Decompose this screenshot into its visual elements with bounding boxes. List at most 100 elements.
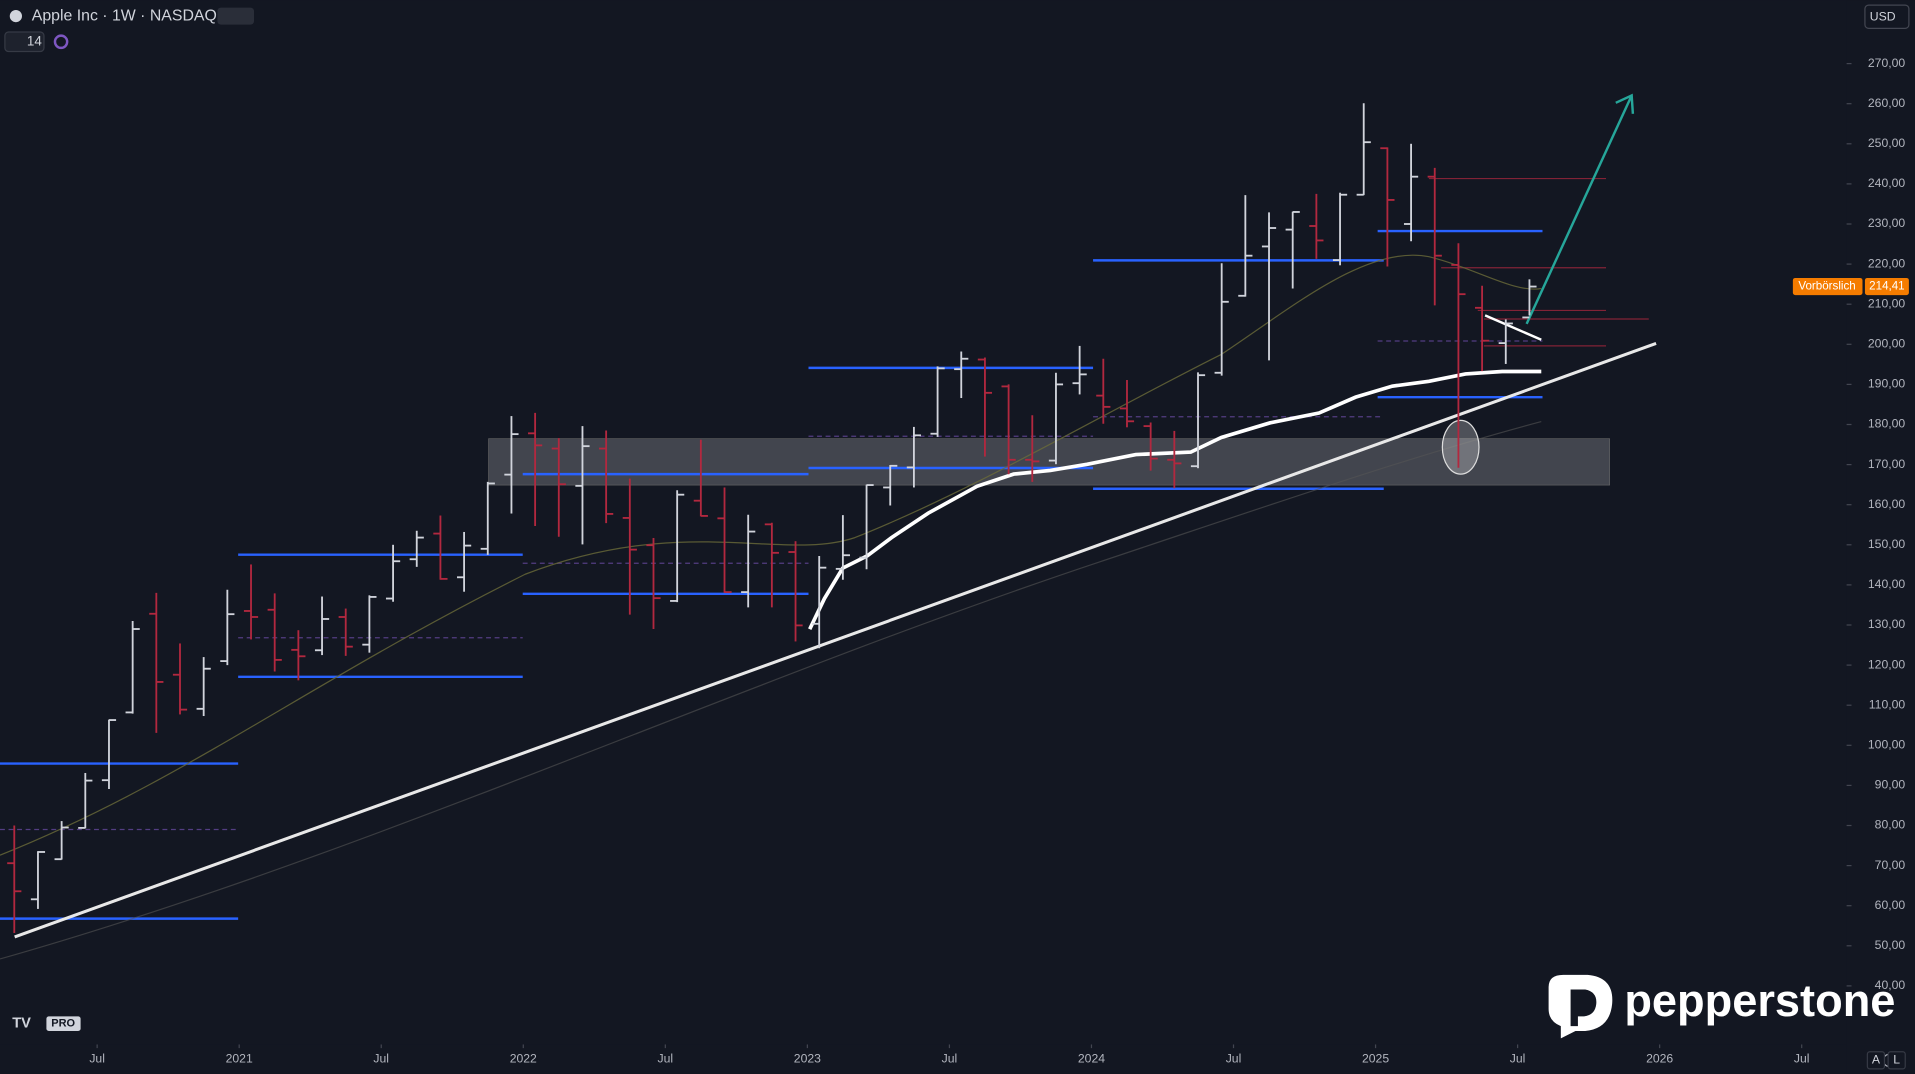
ohlc-bar (1190, 372, 1206, 469)
ohlc-bar (1025, 415, 1040, 482)
currency-label: USD (1870, 10, 1896, 24)
ohlc-bar (788, 541, 803, 642)
y-tick-label: 80,00 (1875, 818, 1906, 832)
svg-text:PRO: PRO (51, 1018, 75, 1030)
y-tick-label: 210,00 (1868, 296, 1906, 310)
pattern-line (1484, 314, 1542, 341)
ohlc-bar (1427, 167, 1442, 306)
x-tick-label: 2023 (794, 1051, 821, 1065)
ohlc-bar (149, 592, 164, 733)
y-tick-label: 150,00 (1868, 537, 1906, 551)
indicator-count: 14 (27, 33, 42, 48)
ohlc-bar (599, 430, 614, 524)
ohlc-bar (1167, 430, 1182, 489)
y-tick-label: 60,00 (1875, 898, 1906, 912)
y-tick-label: 130,00 (1868, 617, 1906, 631)
x-tick-label: Jul (89, 1051, 105, 1065)
y-tick-label: 70,00 (1875, 858, 1906, 872)
y-tick-label: 270,00 (1868, 56, 1906, 70)
ohlc-bar (1309, 193, 1324, 259)
indicator-toggle[interactable] (4, 31, 45, 53)
watermark: pepperstone (1624, 975, 1895, 1026)
scale-button[interactable] (1887, 1051, 1906, 1070)
ohlc-bar (693, 439, 708, 517)
ohlc-bar (433, 515, 448, 580)
status-icons[interactable] (217, 7, 255, 25)
ohlc-bar (1001, 384, 1016, 475)
highlight-ellipse (1441, 419, 1480, 475)
y-tick-label: 40,00 (1875, 978, 1906, 992)
ohlc-bar (7, 825, 22, 933)
x-tick-label: 2021 (226, 1051, 253, 1065)
y-tick-label: 140,00 (1868, 577, 1906, 591)
y-tick-label: 230,00 (1868, 216, 1906, 230)
ohlc-bar (930, 366, 945, 437)
ohlc-bar (575, 426, 590, 545)
ohlc-bar (883, 464, 898, 506)
y-tick-label: 170,00 (1868, 457, 1906, 471)
tradingview-logo: TV PRO (12, 1016, 81, 1032)
y-tick-label: 220,00 (1868, 256, 1906, 270)
ohlc-bar (1522, 279, 1537, 319)
ohlc-bar (480, 481, 495, 555)
ohlc-bar (859, 484, 874, 570)
scale-button-label: L (1893, 1053, 1900, 1067)
zone-box (488, 438, 1610, 486)
price-tag-name-box (1792, 277, 1863, 296)
ohlc-bar (764, 522, 779, 608)
x-axis-band (0, 1044, 1915, 1074)
y-tick-label: 190,00 (1868, 377, 1906, 391)
price-tag-label: 214,41 (1869, 280, 1904, 293)
ohlc-bar (977, 357, 993, 457)
ohlc-bar (622, 478, 637, 615)
ohlc-bar (1380, 147, 1395, 267)
ohlc-bar (1474, 285, 1490, 372)
x-tick-label: Jul (942, 1051, 958, 1065)
y-tick-label: 50,00 (1875, 938, 1906, 952)
ohlc-bar (1214, 263, 1229, 376)
x-tick-label: Jul (1510, 1051, 1526, 1065)
ohlc-bar (646, 537, 661, 630)
ohlc-bar (101, 719, 117, 790)
y-tick-label: 180,00 (1868, 417, 1906, 431)
ohlc-bar (1048, 372, 1064, 465)
fast-average (0, 254, 1542, 856)
ohlc-bar (385, 544, 401, 602)
x-tick-label: 2024 (1078, 1051, 1105, 1065)
ohlc-bar (125, 620, 140, 714)
y-tick-label: 120,00 (1868, 657, 1906, 671)
plot (0, 93, 1657, 960)
ohlc-bar (1403, 143, 1419, 242)
svg-text:TV: TV (12, 1016, 31, 1032)
ohlc-bar (1119, 379, 1135, 428)
ohlc-bar (906, 426, 922, 488)
ohlc-bar (1096, 358, 1111, 424)
x-tick-label: 2025 (1362, 1051, 1389, 1065)
ohlc-bar (1143, 422, 1158, 471)
currency-button[interactable] (1864, 4, 1910, 29)
y-tick-label: 240,00 (1868, 176, 1906, 190)
ohlc-bar (1238, 195, 1253, 297)
x-tick-label: Jul (658, 1051, 674, 1065)
y-tick-label: 110,00 (1869, 697, 1906, 711)
price-tag-box (1864, 277, 1909, 296)
y-tick-label: 200,00 (1868, 337, 1906, 351)
x-tick-label: 2026 (1646, 1051, 1673, 1065)
y-tick-label: 260,00 (1868, 96, 1906, 110)
y-tick-label: 250,00 (1868, 136, 1906, 150)
scale-button[interactable] (1866, 1051, 1886, 1070)
ohlc-bar (267, 593, 282, 672)
ohlc-bar (220, 589, 235, 666)
ohlc-bar (1356, 103, 1371, 196)
trend-line (14, 341, 1657, 939)
ohlc-bar (196, 657, 211, 717)
ohlc-bar (812, 556, 827, 649)
ohlc-bar (338, 608, 353, 656)
ohlc-bar (314, 596, 330, 656)
ohlc-bar (1285, 211, 1300, 289)
ohlc-bar (1451, 243, 1466, 468)
x-tick-label: Jul (373, 1051, 389, 1065)
ohlc-bar (504, 416, 519, 514)
